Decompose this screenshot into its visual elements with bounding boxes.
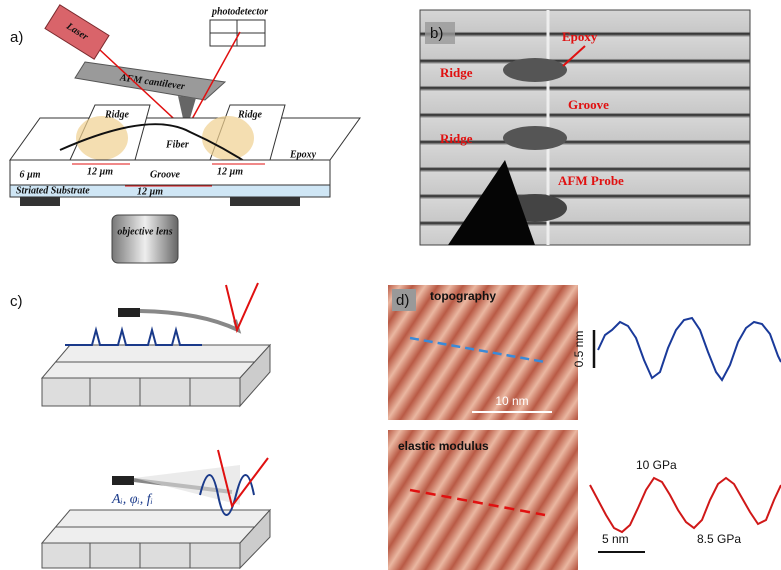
peak-label: 10 GPa — [636, 458, 677, 472]
params-label: Aᵢ, φᵢ, fᵢ — [111, 492, 153, 507]
modulus-profile — [590, 478, 781, 532]
topography-map — [388, 285, 578, 420]
panel-label: d) — [396, 292, 409, 309]
contact-mode — [42, 283, 270, 406]
lens-label: objective lens — [117, 226, 172, 237]
panel-b: b) Epoxy Ridge Groove Ridge AFM Probe — [420, 10, 750, 245]
fiber-label: Fiber — [165, 139, 189, 150]
trough-label: 8.5 GPa — [697, 532, 741, 546]
epoxy-label: Epoxy — [562, 29, 598, 44]
panel-d: d) topography 10 nm elastic modulus 0.5 … — [388, 285, 781, 570]
ridge-label: Ridge — [104, 109, 129, 120]
width-label: 12 µm — [87, 166, 113, 177]
modulus-label: elastic modulus — [398, 439, 489, 453]
ridge-label: Ridge — [440, 65, 473, 80]
figure: a) Laser photodetector AFM cantilever Ri… — [0, 0, 781, 570]
topography-label: topography — [430, 289, 496, 303]
photodetector-label: photodetector — [211, 6, 268, 17]
panel-a: a) Laser photodetector AFM cantilever Ri… — [10, 5, 360, 263]
scale-label: 10 nm — [495, 394, 528, 408]
tapping-mode: Aᵢ, φᵢ, fᵢ — [42, 450, 270, 568]
groove-label: Groove — [568, 97, 609, 112]
epoxy-label: Epoxy — [289, 149, 317, 160]
panel-label: b) — [430, 25, 443, 42]
width-label: 12 µm — [217, 166, 243, 177]
height-label: 6 µm — [19, 169, 40, 180]
objective-lens — [112, 215, 178, 263]
panel-c: c) Aᵢ, φᵢ, fᵢ — [10, 283, 270, 568]
page: a) Laser photodetector AFM cantilever Ri… — [0, 0, 781, 570]
panel-label: c) — [10, 293, 23, 310]
micrograph — [420, 10, 750, 245]
panel-label: a) — [10, 29, 23, 46]
profile-scale-label: 5 nm — [602, 532, 629, 546]
probe-label: AFM Probe — [558, 173, 624, 188]
ridge-label: Ridge — [440, 131, 473, 146]
topography-profile — [598, 318, 781, 380]
width-label: 12 µm — [137, 186, 163, 197]
substrate-label: Striated Substrate — [16, 185, 90, 196]
height-scale-label: 0.5 nm — [572, 331, 586, 368]
ridge-label: Ridge — [237, 109, 262, 120]
groove-label: Groove — [150, 169, 181, 180]
